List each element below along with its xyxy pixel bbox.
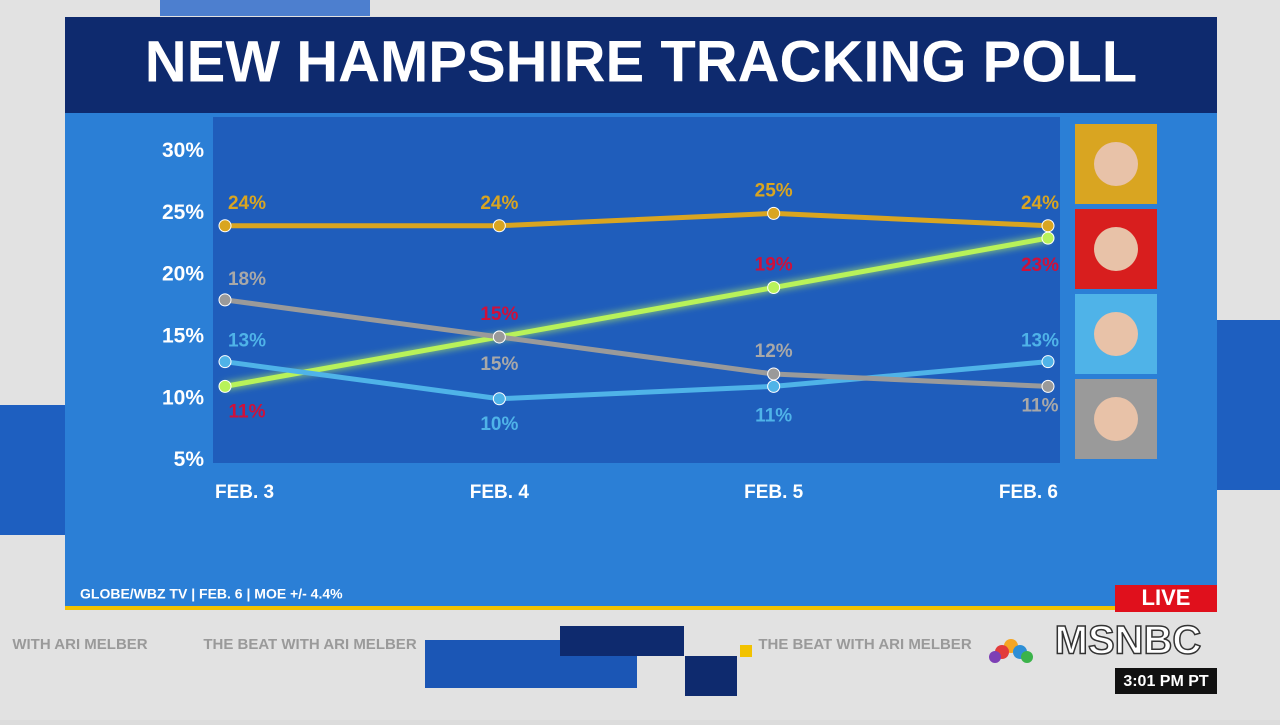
network: MSNBC: [1055, 619, 1202, 663]
decor: [65, 606, 1115, 610]
point: [767, 281, 781, 295]
plot-area: [213, 117, 1060, 463]
title-banner: [65, 17, 1217, 113]
ticker: THE BEAT WITH ARI MELBER: [758, 636, 971, 653]
point: [1041, 231, 1055, 245]
point: [218, 379, 232, 393]
point: [1041, 219, 1055, 233]
data-label: 15%: [480, 354, 518, 375]
data-label: 11%: [229, 401, 266, 422]
y-tick-label: 30%: [162, 139, 204, 162]
ticker: WITH ARI MELBER: [12, 636, 147, 653]
network-logo: [989, 639, 1033, 663]
point: [767, 367, 781, 381]
data-label: 15%: [480, 304, 518, 325]
logo-feather: [1021, 651, 1033, 663]
face: [1094, 227, 1138, 271]
point: [218, 219, 232, 233]
point: [492, 392, 506, 406]
point: [218, 355, 232, 369]
point: [1041, 355, 1055, 369]
x-tick-label: FEB. 5: [744, 482, 804, 503]
decor: [160, 0, 370, 16]
data-label: 11%: [1022, 395, 1059, 416]
data-label: 19%: [755, 255, 793, 276]
point: [767, 379, 781, 393]
y-tick-label: 20%: [162, 263, 204, 286]
chart-title: NEW HAMPSHIRE TRACKING POLL: [145, 29, 1137, 94]
data-label: 23%: [1021, 255, 1059, 276]
decor: [560, 626, 684, 656]
y-tick-label: 25%: [162, 201, 204, 224]
data-label: 18%: [228, 269, 266, 290]
x-tick-label: FEB. 3: [215, 482, 274, 503]
data-label: 24%: [1021, 193, 1059, 214]
x-tick-label: FEB. 4: [470, 482, 530, 503]
point: [492, 330, 506, 344]
source: GLOBE/WBZ TV | FEB. 6 | MOE +/- 4.4%: [80, 586, 343, 602]
series-line: [224, 359, 1049, 402]
clock: 3:01 PM PT: [1123, 673, 1209, 690]
logo-feather: [989, 651, 1001, 663]
decor: [1217, 320, 1280, 490]
live-badge: [1115, 585, 1217, 612]
x-tick-label: FEB. 6: [999, 482, 1058, 503]
y-tick-label: 10%: [162, 386, 204, 409]
ticker: THE BEAT WITH ARI MELBER: [203, 636, 416, 653]
decor: [685, 656, 737, 696]
point: [767, 206, 781, 220]
data-label: 12%: [755, 341, 793, 362]
data-label: 13%: [1021, 331, 1059, 352]
y-tick-label: 15%: [162, 325, 204, 348]
series-line: [224, 235, 1049, 389]
face: [1094, 312, 1138, 356]
photos: [1075, 124, 1157, 459]
decor: [0, 405, 65, 535]
data-label: 24%: [480, 193, 518, 214]
plot: 30% 25% 20% 15% 10% 5% FEB. 3 FEB. 4 FEB. 5 FEB. …: [162, 139, 1059, 503]
point: [218, 293, 232, 307]
data-label: 24%: [228, 193, 266, 214]
decor: [740, 645, 752, 657]
y-tick-label: 5%: [174, 448, 205, 471]
data-label: 25%: [755, 180, 793, 201]
face: [1094, 397, 1138, 441]
data-label: 10%: [480, 414, 518, 435]
live-text: LIVE: [1142, 585, 1191, 610]
clock-box: [1115, 668, 1217, 694]
series-line: [225, 210, 1049, 229]
point: [492, 219, 506, 233]
face: [1094, 142, 1138, 186]
data-label: 11%: [755, 405, 792, 426]
series-line: [224, 297, 1049, 389]
point: [1041, 379, 1055, 393]
data-label: 13%: [228, 331, 266, 352]
